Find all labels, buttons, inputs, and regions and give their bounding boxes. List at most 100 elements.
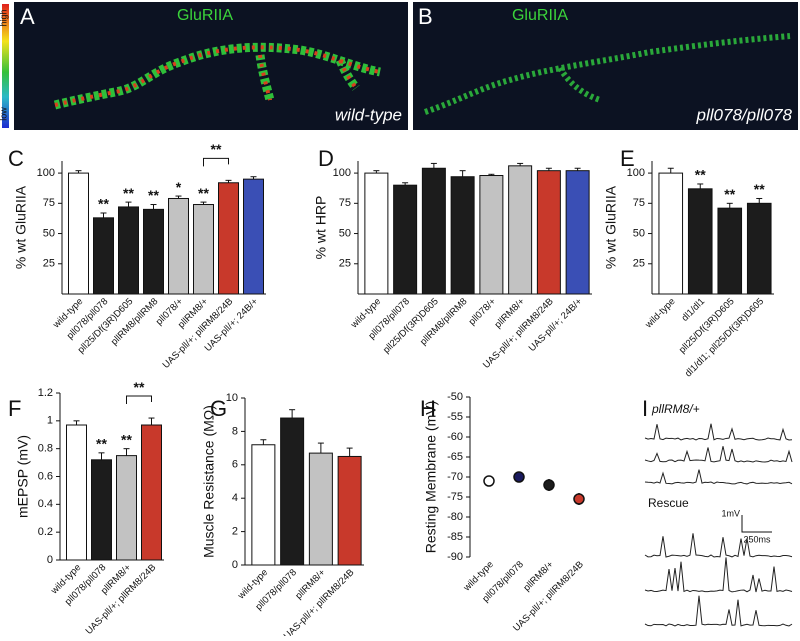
significance: ** [198, 185, 209, 201]
significance: ** [754, 181, 765, 197]
scale-bar [741, 515, 772, 533]
scale-low: low [0, 107, 8, 121]
x-tick-label: dl1/dl1 [680, 296, 708, 324]
y-axis-label: mEPSP (mV) [15, 435, 31, 518]
significance: ** [98, 196, 109, 212]
panel-label: E [620, 146, 635, 171]
bar [93, 217, 114, 295]
panel-label: H [420, 396, 436, 421]
panel-label: I [642, 396, 648, 421]
voltage-trace [644, 446, 793, 463]
y-tick-label: 75 [43, 197, 55, 209]
y-tick-label: -80 [447, 511, 463, 523]
stain-label: GluRIIA [512, 7, 568, 24]
y-tick-label: -55 [447, 411, 463, 423]
bracket [203, 157, 229, 167]
bar [193, 204, 214, 295]
y-tick-label: -75 [447, 491, 463, 503]
bar [168, 197, 189, 295]
y-tick-label: 25 [43, 258, 55, 270]
bar [280, 417, 305, 566]
y-tick-label: 6 [232, 459, 238, 471]
bar [746, 202, 772, 295]
bar [565, 170, 590, 295]
y-tick-label: 50 [633, 227, 645, 239]
bar [337, 455, 362, 566]
significance: ** [695, 167, 706, 183]
trace-group: Rescue [648, 496, 689, 510]
panel-label: B [418, 4, 433, 29]
y-tick-label: 25 [633, 258, 645, 270]
voltage-trace [644, 533, 793, 558]
x-tick-label: wild-type [643, 296, 678, 331]
y-axis-label: % wt HRP [313, 196, 329, 260]
panel-label: G [210, 396, 227, 421]
scale-high: high [0, 9, 8, 26]
significance: ** [123, 185, 134, 201]
x-tick-label: UAS-pll/+; 24B/+ [527, 296, 585, 354]
y-tick-label: 0 [232, 559, 238, 571]
y-tick-label: 25 [339, 258, 351, 270]
voltage-trace [644, 469, 793, 485]
panel-label: D [318, 146, 334, 171]
y-axis-label: % wt GluRIIA [603, 185, 619, 269]
y-tick-label: 1.2 [38, 387, 53, 399]
y-tick-label: 50 [339, 227, 351, 239]
y-tick-label: 4 [232, 492, 238, 504]
significance: ** [96, 436, 107, 452]
significance: ** [121, 431, 132, 447]
bar [536, 170, 561, 295]
bar [66, 424, 87, 561]
bar [118, 206, 139, 295]
significance: ** [148, 187, 159, 203]
scale-x: 250ms [743, 534, 771, 544]
voltage-trace [644, 423, 793, 441]
y-tick-label: 100 [627, 167, 645, 179]
y-tick-label: 0.6 [38, 470, 53, 482]
bar [393, 184, 418, 295]
point [573, 493, 585, 505]
point [543, 479, 555, 491]
scale-y: 1mV [721, 508, 740, 518]
y-axis-label: Resting Membrane (mV) [423, 401, 439, 554]
y-tick-label: 100 [37, 167, 55, 179]
genotype-label: pll078/pll078 [696, 105, 793, 124]
bar [308, 452, 333, 566]
bar [143, 208, 164, 295]
y-tick-label: 10 [226, 392, 238, 404]
panel-label: F [8, 396, 21, 421]
y-tick-label: 0.4 [38, 498, 53, 510]
bar [141, 424, 162, 561]
y-tick-label: 75 [339, 197, 351, 209]
bar [68, 172, 89, 295]
synapse-signal-high [54, 45, 381, 107]
bar [364, 172, 389, 295]
bar [508, 165, 533, 295]
y-tick-label: 0.2 [38, 526, 53, 538]
significance: * [176, 179, 182, 195]
bar [479, 175, 504, 295]
bar [421, 167, 446, 295]
y-tick-label: 50 [43, 227, 55, 239]
voltage-trace [644, 557, 793, 593]
y-tick-label: -60 [447, 431, 463, 443]
bar [251, 444, 276, 566]
y-tick-label: 0 [47, 554, 53, 566]
y-tick-label: -50 [447, 391, 463, 403]
bar [243, 178, 264, 295]
y-tick-label: 0.8 [38, 443, 53, 455]
point [483, 475, 495, 487]
point [513, 471, 525, 483]
stain-label: GluRIIA [177, 7, 233, 24]
synapse-signal [424, 33, 791, 115]
panel-label: A [20, 4, 35, 29]
y-tick-label: 1 [47, 415, 53, 427]
significance: ** [724, 186, 735, 202]
y-tick-label: -65 [447, 451, 463, 463]
y-tick-label: -70 [447, 471, 463, 483]
bar [687, 188, 713, 295]
y-tick-label: 75 [633, 197, 645, 209]
micrograph [413, 2, 798, 130]
y-tick-label: 8 [232, 425, 238, 437]
